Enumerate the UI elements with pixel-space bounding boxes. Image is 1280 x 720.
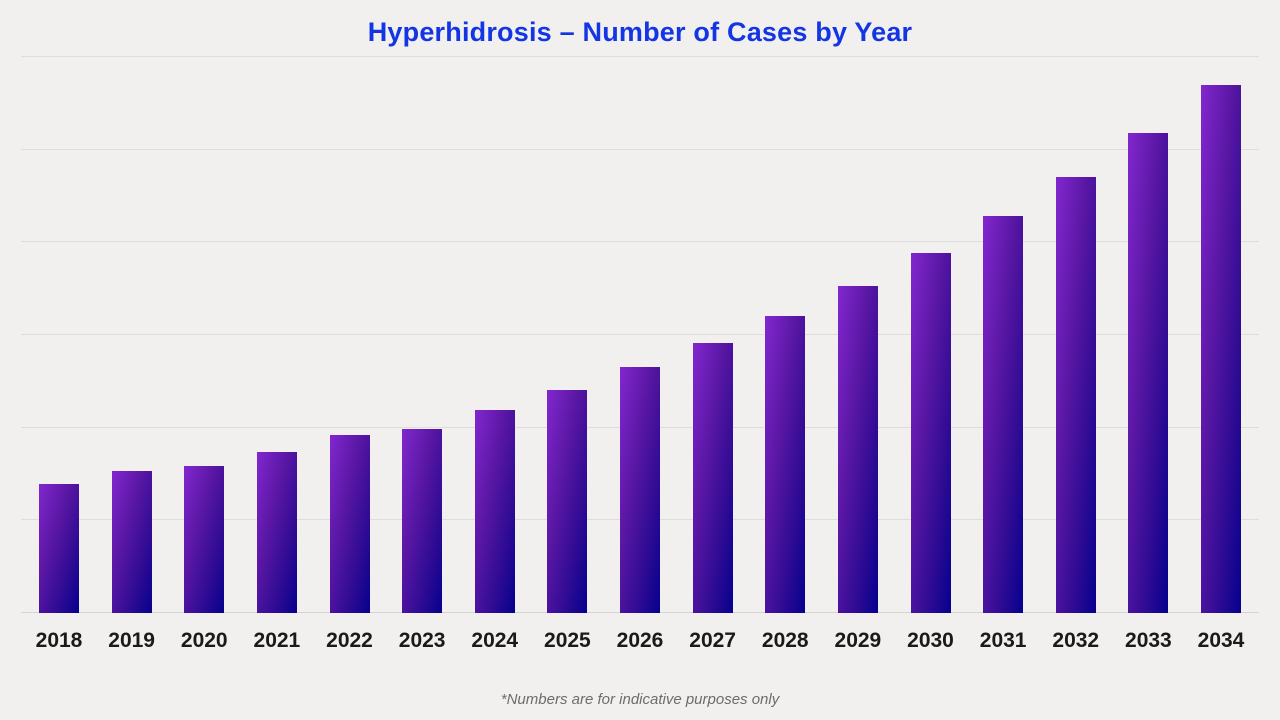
bar-2027 — [692, 343, 733, 613]
bar-column: 2022 — [326, 57, 373, 652]
x-axis-label: 2031 — [979, 629, 1027, 652]
gridline — [21, 241, 1259, 243]
bar-column: 2024 — [471, 57, 518, 652]
bar-2024 — [474, 410, 515, 613]
bar-2018 — [39, 484, 79, 613]
gridline — [21, 56, 1259, 57]
bar-2025 — [547, 389, 588, 613]
bar-column: 2019 — [108, 57, 155, 652]
x-axis-label: 2032 — [1052, 629, 1100, 652]
bar-2033 — [1128, 133, 1169, 613]
gridline — [21, 148, 1259, 150]
x-axis-label: 2020 — [180, 629, 228, 652]
x-axis-label: 2028 — [761, 629, 809, 652]
bar-column: 2027 — [689, 57, 736, 652]
bar-column: 2032 — [1052, 57, 1099, 652]
x-axis-label: 2027 — [689, 629, 736, 652]
bar-column: 2018 — [36, 57, 82, 652]
x-axis-label: 2026 — [616, 629, 664, 652]
x-axis-label: 2030 — [907, 629, 954, 652]
bar-2021 — [256, 451, 297, 613]
bar-2031 — [983, 216, 1024, 613]
x-axis-label: 2021 — [253, 629, 301, 652]
bar-column: 2025 — [544, 57, 591, 652]
bar-column: 2030 — [907, 57, 954, 652]
bars-row: 2018 2019 2020 2021 2022 2023 2024 2025 2026 2027… — [21, 57, 1259, 652]
bar-2020 — [184, 465, 225, 613]
x-axis-label: 2034 — [1197, 629, 1245, 652]
bar-column: 2021 — [254, 57, 300, 652]
bar-2034 — [1201, 84, 1241, 613]
bar-2030 — [910, 253, 951, 613]
bar-column: 2029 — [835, 57, 881, 652]
footnote: *Numbers are for indicative purposes onl… — [500, 691, 780, 708]
bar-2019 — [111, 471, 152, 613]
bar-column: 2023 — [399, 57, 445, 652]
gridline — [21, 334, 1259, 335]
x-axis-label: 2023 — [398, 629, 446, 652]
x-axis-label: 2019 — [108, 629, 155, 652]
bar-2029 — [837, 285, 878, 613]
bar-column: 2026 — [617, 57, 663, 652]
x-axis-label: 2022 — [326, 629, 373, 652]
bar-column: 2033 — [1125, 57, 1172, 652]
x-axis-label: 2025 — [544, 629, 591, 652]
x-axis-label: 2029 — [834, 629, 882, 652]
bar-2032 — [1055, 177, 1096, 613]
bar-2028 — [765, 316, 806, 613]
bar-column: 2020 — [181, 57, 228, 652]
bar-2026 — [620, 367, 660, 613]
bar-column: 2028 — [762, 57, 809, 652]
x-axis-label: 2018 — [35, 629, 83, 652]
x-axis-label: 2033 — [1125, 629, 1172, 652]
bar-column: 2031 — [980, 57, 1026, 652]
bar-2022 — [329, 435, 370, 613]
x-axis-label: 2024 — [471, 629, 519, 652]
plot-area: 2018 2019 2020 2021 2022 2023 2024 2025 2026 2027… — [21, 56, 1259, 652]
bar-column: 2034 — [1198, 57, 1244, 652]
chart-title: Hyperhidrosis – Number of Cases by Year — [367, 17, 913, 47]
bar-2023 — [402, 428, 443, 613]
